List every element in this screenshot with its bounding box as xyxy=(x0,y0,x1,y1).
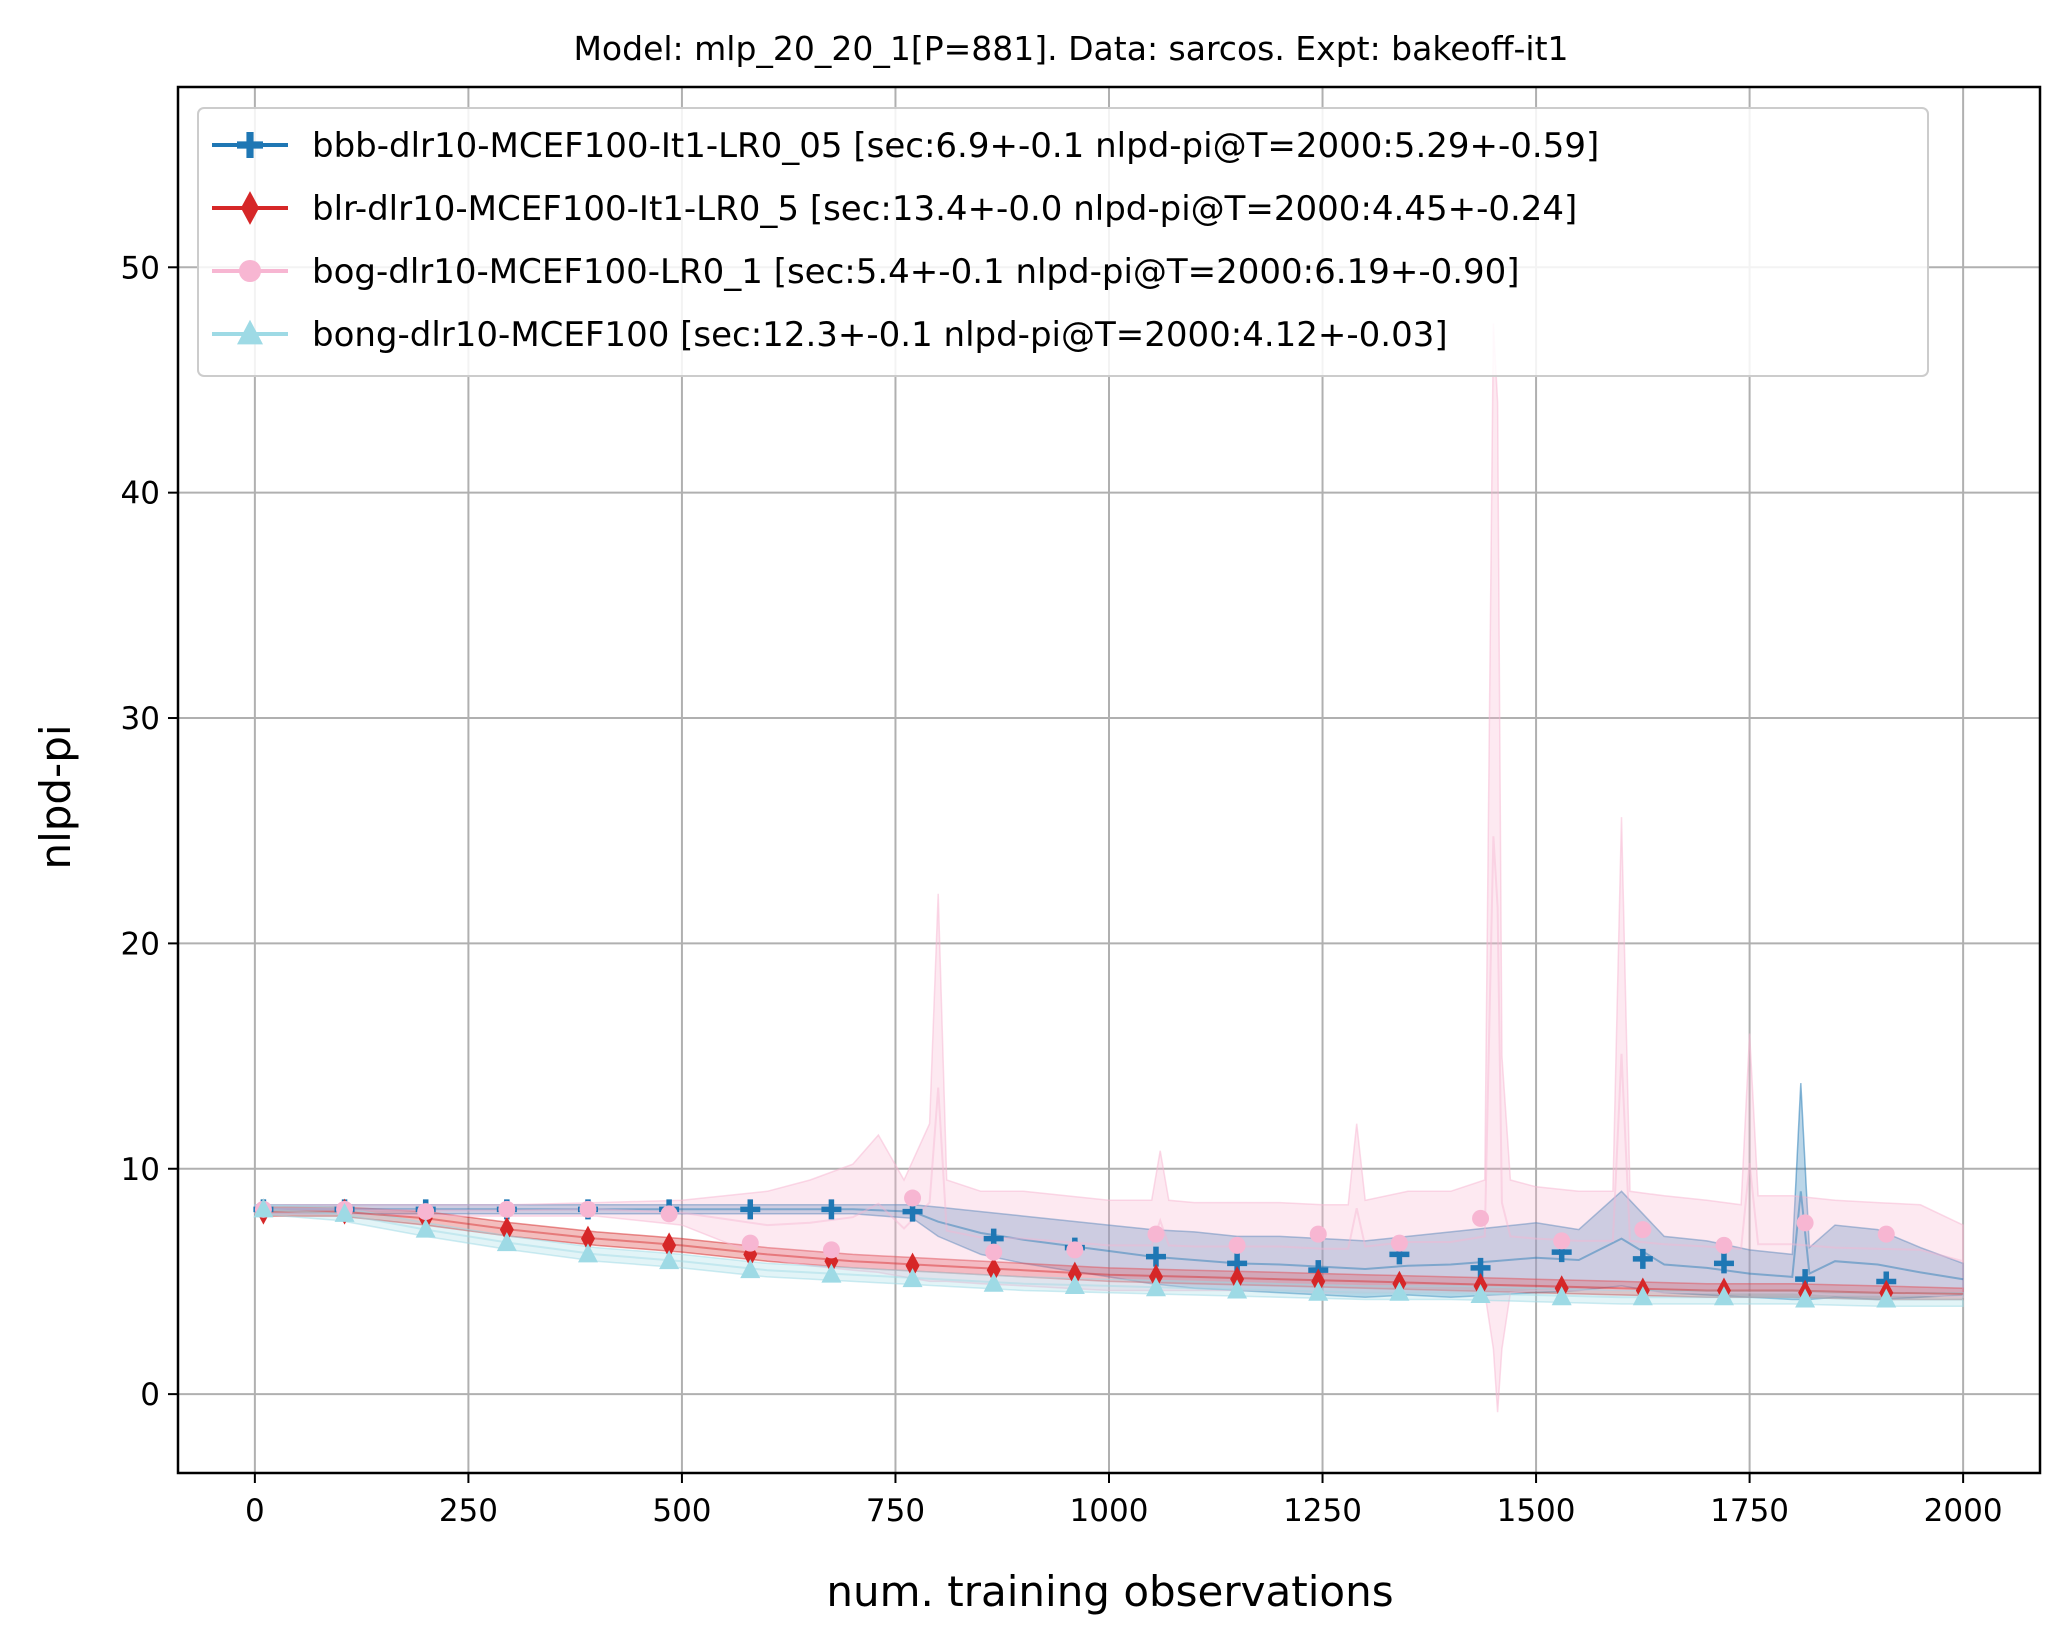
x-tick-label: 1500 xyxy=(1497,1493,1576,1529)
circle-marker xyxy=(498,1200,516,1218)
series-3-band xyxy=(254,1204,1964,1307)
plus-marker xyxy=(1227,1253,1248,1274)
circle-marker xyxy=(1309,1225,1327,1243)
triangle-marker xyxy=(334,1202,355,1222)
x-tick-label: 1250 xyxy=(1283,1493,1362,1529)
plus-marker xyxy=(983,1228,1004,1249)
circle-marker xyxy=(1877,1225,1895,1243)
y-axis-label: nlpd-pi xyxy=(31,724,80,869)
plus-marker xyxy=(740,1199,761,1220)
x-tick-label: 0 xyxy=(245,1493,265,1529)
series-3-line xyxy=(254,1208,1964,1301)
legend-entry: blr-dlr10-MCEF100-It1-LR0_5 [sec:13.4+-0… xyxy=(312,189,1577,229)
diamond-marker xyxy=(905,1252,920,1279)
triangle-marker xyxy=(1876,1288,1897,1308)
triangle-marker xyxy=(659,1250,680,1270)
circle-marker xyxy=(1147,1225,1165,1243)
circle-marker xyxy=(985,1243,1003,1261)
y-tick-label: 0 xyxy=(140,1377,160,1413)
triangle-marker xyxy=(1064,1274,1085,1294)
diamond-marker xyxy=(240,191,260,225)
series-1-line xyxy=(254,1210,1964,1295)
circle-marker xyxy=(417,1203,435,1221)
x-axis-label: num. training observations xyxy=(826,1567,1393,1616)
legend-entry: bbb-dlr10-MCEF100-It1-LR0_05 [sec:6.9+-0… xyxy=(312,126,1599,166)
y-tick-label: 10 xyxy=(121,1152,160,1188)
circle-marker xyxy=(822,1241,840,1259)
x-tick-label: 250 xyxy=(439,1493,498,1529)
circle-marker xyxy=(1472,1209,1490,1227)
triangle-marker xyxy=(415,1218,436,1238)
circle-marker xyxy=(904,1189,922,1207)
plus-marker xyxy=(821,1199,842,1220)
legend-entry: bog-dlr10-MCEF100-LR0_1 [sec:5.4+-0.1 nl… xyxy=(312,252,1520,292)
diamond-marker xyxy=(1067,1261,1082,1288)
circle-marker xyxy=(1715,1236,1733,1254)
plus-marker xyxy=(1632,1248,1653,1269)
plus-marker xyxy=(1795,1269,1816,1290)
diamond-marker xyxy=(580,1225,595,1252)
x-tick-label: 1750 xyxy=(1710,1493,1789,1529)
triangle-marker xyxy=(1227,1279,1248,1299)
circle-marker xyxy=(1796,1214,1814,1232)
circle-marker xyxy=(1390,1234,1408,1252)
diamond-marker xyxy=(499,1216,514,1243)
triangle-marker xyxy=(740,1259,761,1279)
triangle-marker xyxy=(253,1198,274,1218)
triangle-marker xyxy=(1632,1286,1653,1306)
series-markers xyxy=(253,1189,1897,1308)
circle-marker xyxy=(1634,1221,1652,1239)
circle-marker xyxy=(1228,1236,1246,1254)
series-2-line xyxy=(254,836,1964,1263)
triangle-marker xyxy=(1389,1281,1410,1301)
diamond-marker xyxy=(986,1257,1001,1284)
triangle-marker xyxy=(1470,1283,1491,1303)
x-tick-label: 500 xyxy=(652,1493,711,1529)
plus-marker xyxy=(1551,1242,1572,1263)
triangle-marker xyxy=(496,1232,517,1252)
triangle-marker xyxy=(237,319,263,345)
circle-marker xyxy=(579,1200,597,1218)
x-tick-label: 2000 xyxy=(1924,1493,2003,1529)
triangle-marker xyxy=(902,1268,923,1288)
plus-marker xyxy=(1713,1253,1734,1274)
circle-marker xyxy=(238,259,262,283)
y-axis-ticks: 0 10 20 30 40 50 xyxy=(121,250,178,1413)
y-tick-label: 30 xyxy=(121,701,160,737)
triangle-marker xyxy=(1145,1277,1166,1297)
diamond-marker xyxy=(1148,1263,1163,1290)
circle-marker xyxy=(660,1205,678,1223)
legend-entry: bong-dlr10-MCEF100 [sec:12.3+-0.1 nlpd-p… xyxy=(312,315,1448,355)
x-axis-ticks: 0 250 500 750 1000 1250 1500 1750 2000 xyxy=(245,1473,2003,1529)
chart-title: Model: mlp_20_20_1[P=881]. Data: sarcos.… xyxy=(573,29,1568,68)
diamond-marker xyxy=(662,1232,677,1259)
triangle-marker xyxy=(1551,1286,1572,1306)
circle-marker xyxy=(1553,1232,1571,1250)
triangle-marker xyxy=(1308,1281,1329,1301)
plus-marker xyxy=(902,1201,923,1222)
triangle-marker xyxy=(1713,1286,1734,1306)
plus-marker xyxy=(237,132,263,158)
x-tick-label: 750 xyxy=(866,1493,925,1529)
plus-marker xyxy=(1470,1257,1491,1278)
legend: bbb-dlr10-MCEF100-It1-LR0_05 [sec:6.9+-0… xyxy=(197,107,1929,377)
plus-marker xyxy=(1145,1246,1166,1267)
legend-box xyxy=(197,107,1929,377)
triangle-marker xyxy=(1795,1288,1816,1308)
plus-marker xyxy=(1389,1244,1410,1265)
y-tick-label: 50 xyxy=(121,250,160,286)
diamond-marker xyxy=(1230,1266,1245,1293)
y-tick-label: 40 xyxy=(121,476,160,512)
diamond-marker xyxy=(1311,1268,1326,1295)
x-tick-label: 1000 xyxy=(1070,1493,1149,1529)
y-tick-label: 20 xyxy=(121,926,160,962)
triangle-marker xyxy=(821,1263,842,1283)
triangle-marker xyxy=(577,1243,598,1263)
circle-marker xyxy=(1066,1241,1084,1259)
triangle-marker xyxy=(983,1272,1004,1292)
circle-marker xyxy=(741,1234,759,1252)
